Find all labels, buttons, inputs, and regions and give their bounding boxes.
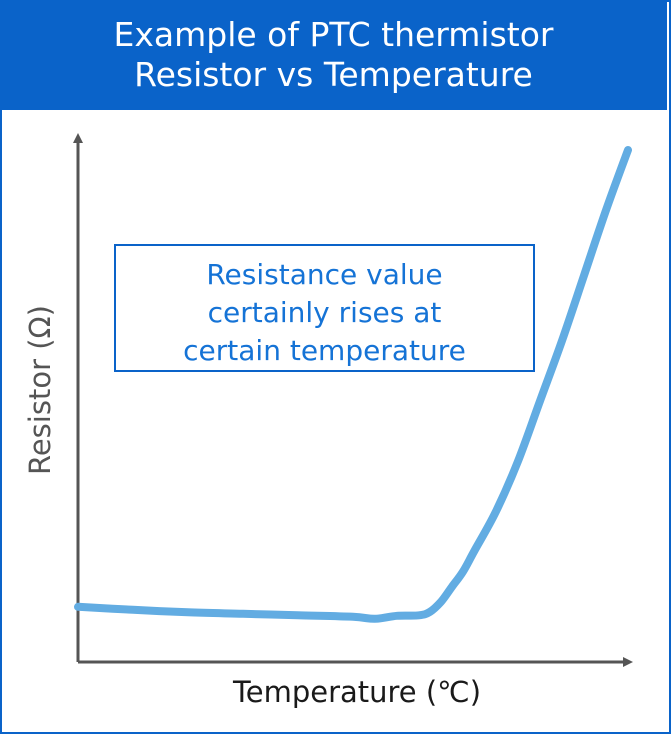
- annotation-line-1: Resistance value: [206, 258, 443, 291]
- annotation-line-2: certainly rises at: [207, 296, 442, 329]
- y-axis-label: Resistor (Ω): [23, 304, 57, 476]
- chart-title-line-2: Resistor vs Temperature: [134, 55, 533, 94]
- chart-title-line-1: Example of PTC thermistor: [113, 15, 554, 54]
- annotation-box: Resistance value certainly rises at cert…: [114, 244, 535, 372]
- x-axis-label: Temperature (℃): [232, 675, 482, 709]
- series-line-ptc: [74, 146, 632, 623]
- annotation-line-3: certain temperature: [183, 334, 466, 367]
- title-banner: Example of PTC thermistor Resistor vs Te…: [0, 0, 667, 110]
